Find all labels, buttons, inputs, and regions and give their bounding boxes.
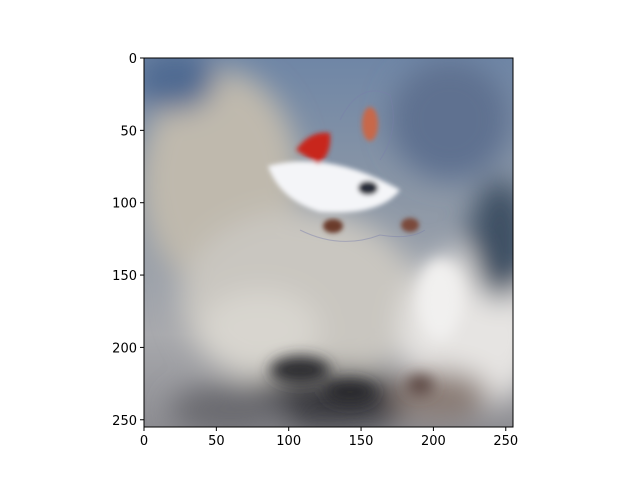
x-tick-label: 250 [493, 434, 518, 449]
axes-frame [143, 57, 514, 428]
x-tick-label: 0 [140, 434, 148, 449]
x-tick-label: 100 [276, 434, 301, 449]
y-tick-label: 100 [112, 197, 137, 212]
y-tick-label: 50 [120, 124, 137, 139]
y-tick-label: 150 [112, 269, 137, 284]
y-tick-label: 200 [112, 341, 137, 356]
x-tick-label: 50 [208, 434, 225, 449]
y-tick-label: 250 [112, 414, 137, 429]
image-heatmap [144, 58, 513, 427]
x-tick-label: 150 [349, 434, 374, 449]
y-tick-label: 0 [129, 52, 137, 67]
x-tick-label: 200 [421, 434, 446, 449]
